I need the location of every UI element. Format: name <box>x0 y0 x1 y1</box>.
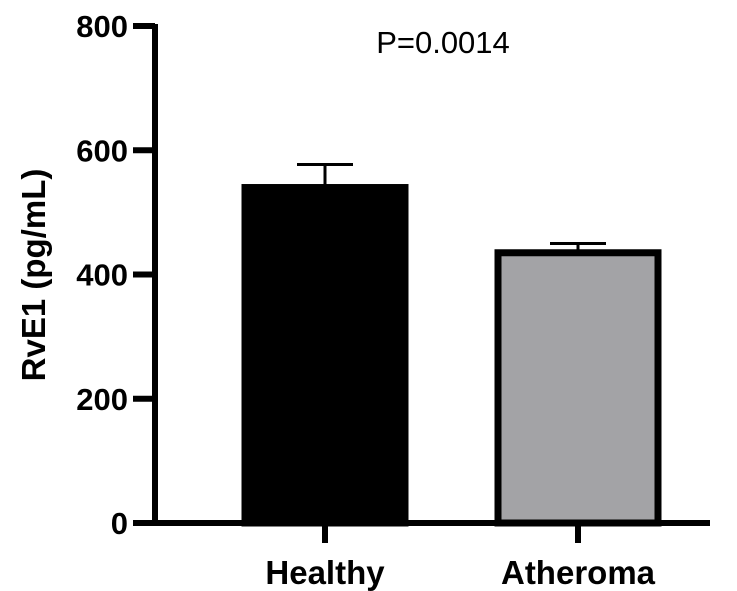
y-tick-label: 800 <box>76 9 128 44</box>
error-bars <box>297 163 606 253</box>
y-tick-label: 200 <box>76 382 128 417</box>
bar-atheroma <box>494 249 662 527</box>
x-axis: Healthy Atheroma <box>152 520 710 591</box>
y-tick-label: 0 <box>111 506 128 541</box>
y-axis-label: RvE1 (pg/mL) <box>15 169 52 382</box>
y-tick-label: 600 <box>76 133 128 168</box>
x-tick-label-healthy: Healthy <box>265 554 385 591</box>
p-value-annotation: P=0.0014 <box>376 25 510 60</box>
x-tick-label-atheroma: Atheroma <box>501 554 656 591</box>
bars <box>241 184 662 527</box>
y-axis: 0 200 400 600 800 <box>76 9 158 541</box>
bar-healthy <box>241 184 409 527</box>
y-tick-label: 400 <box>76 258 128 293</box>
